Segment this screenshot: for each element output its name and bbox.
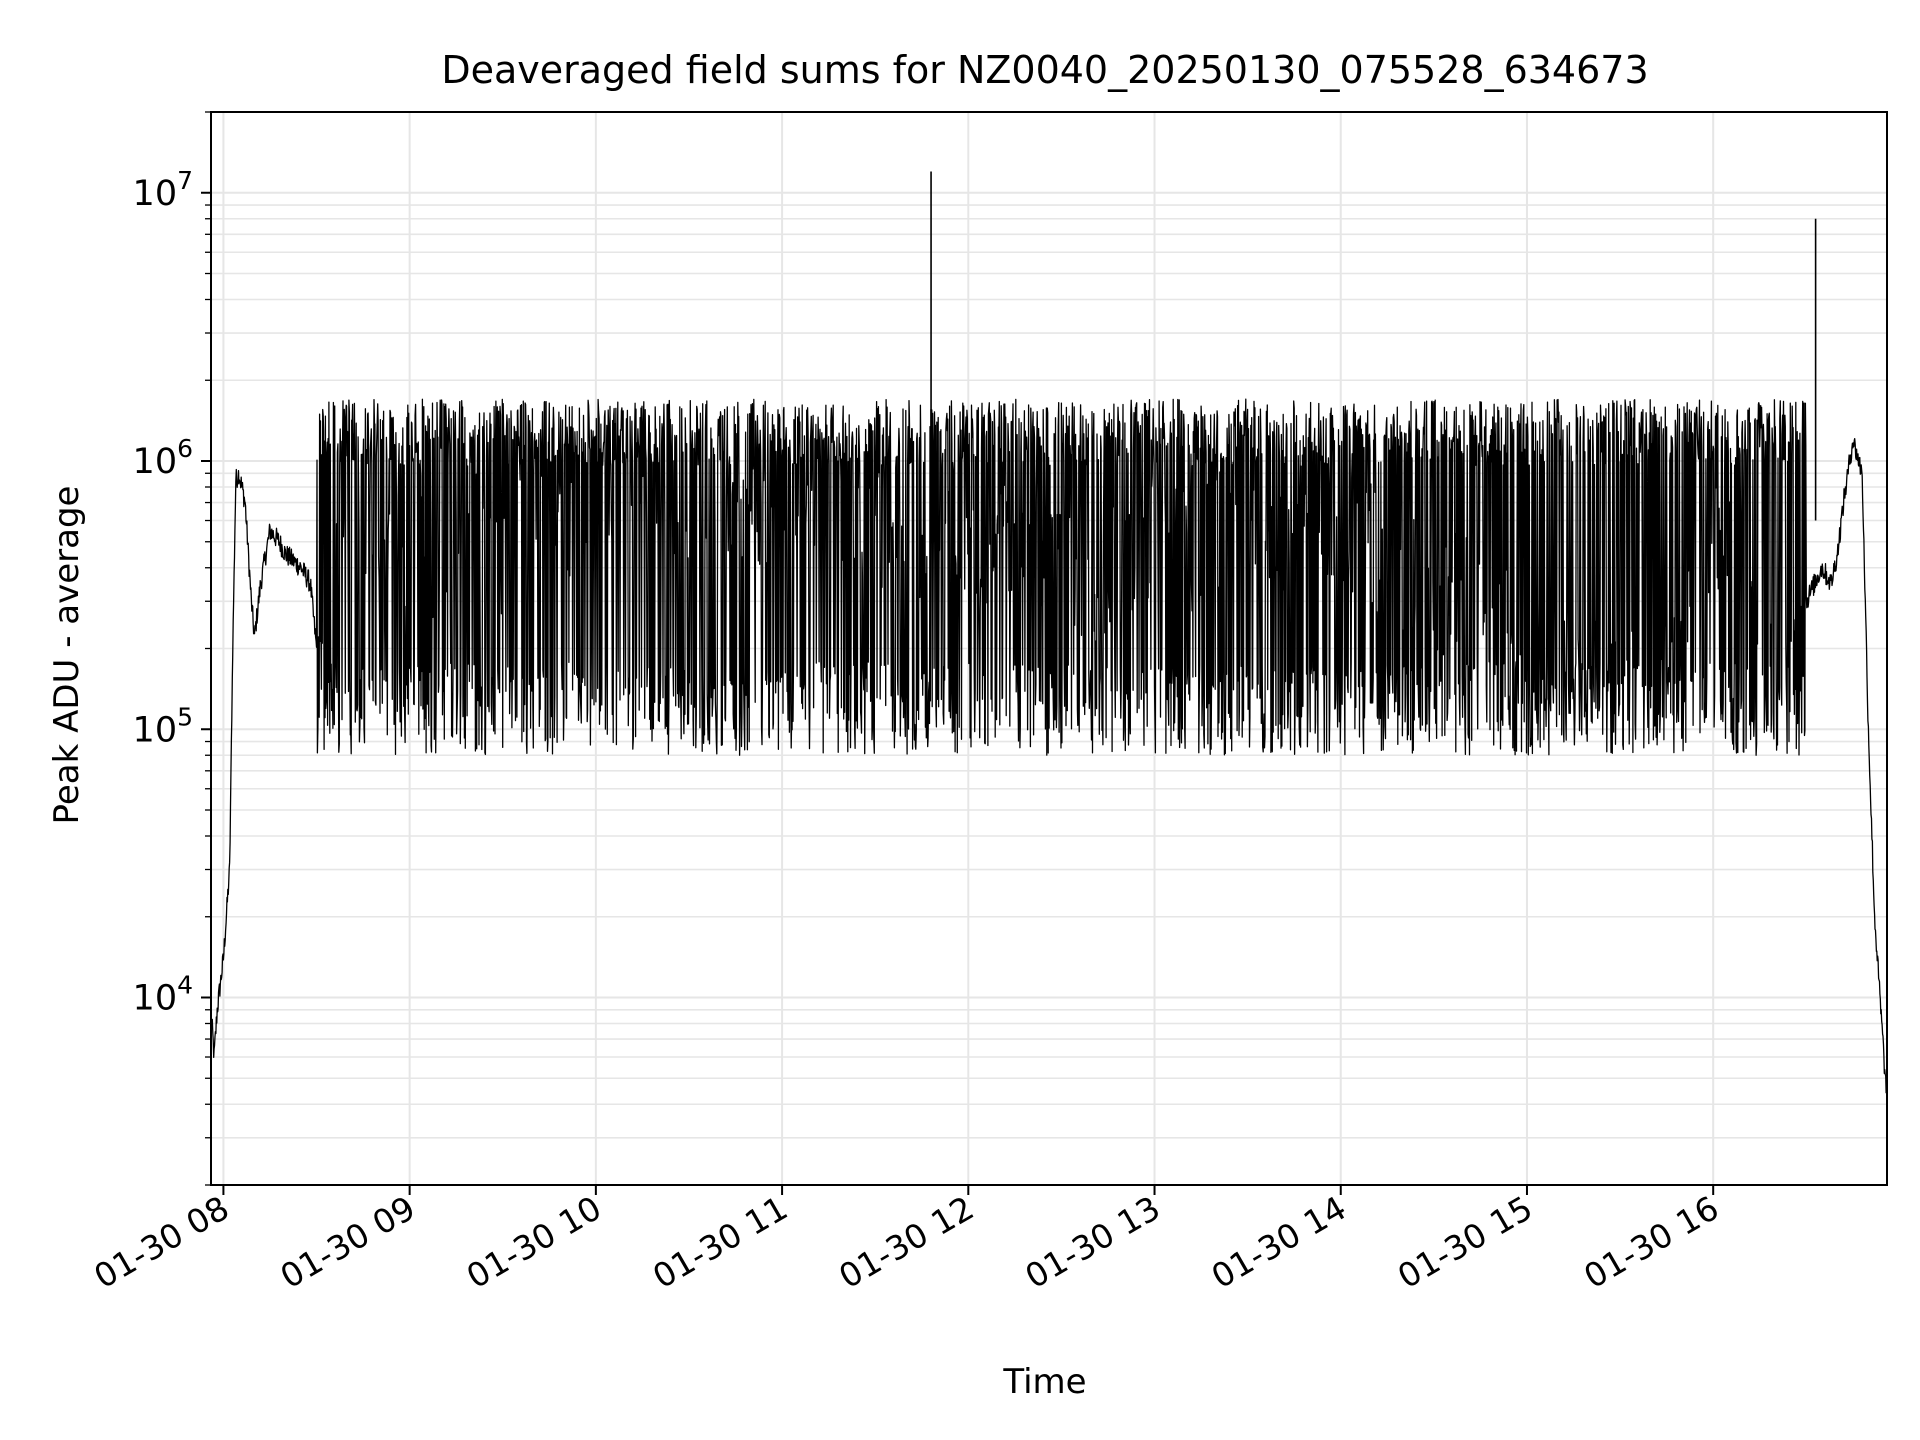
y-tick-exponent: 4 <box>177 971 193 1000</box>
y-axis-label: Peak ADU - average <box>47 486 87 825</box>
series-line <box>210 398 1888 1105</box>
x-axis-label: Time <box>1002 1362 1086 1402</box>
y-tick-exponent: 6 <box>177 434 193 463</box>
y-tick-exponent: 7 <box>177 166 193 195</box>
y-tick-exponent: 5 <box>177 702 193 731</box>
plot-area <box>210 171 1888 1105</box>
chart-title: Deaveraged field sums for NZ0040_2025013… <box>441 48 1648 92</box>
